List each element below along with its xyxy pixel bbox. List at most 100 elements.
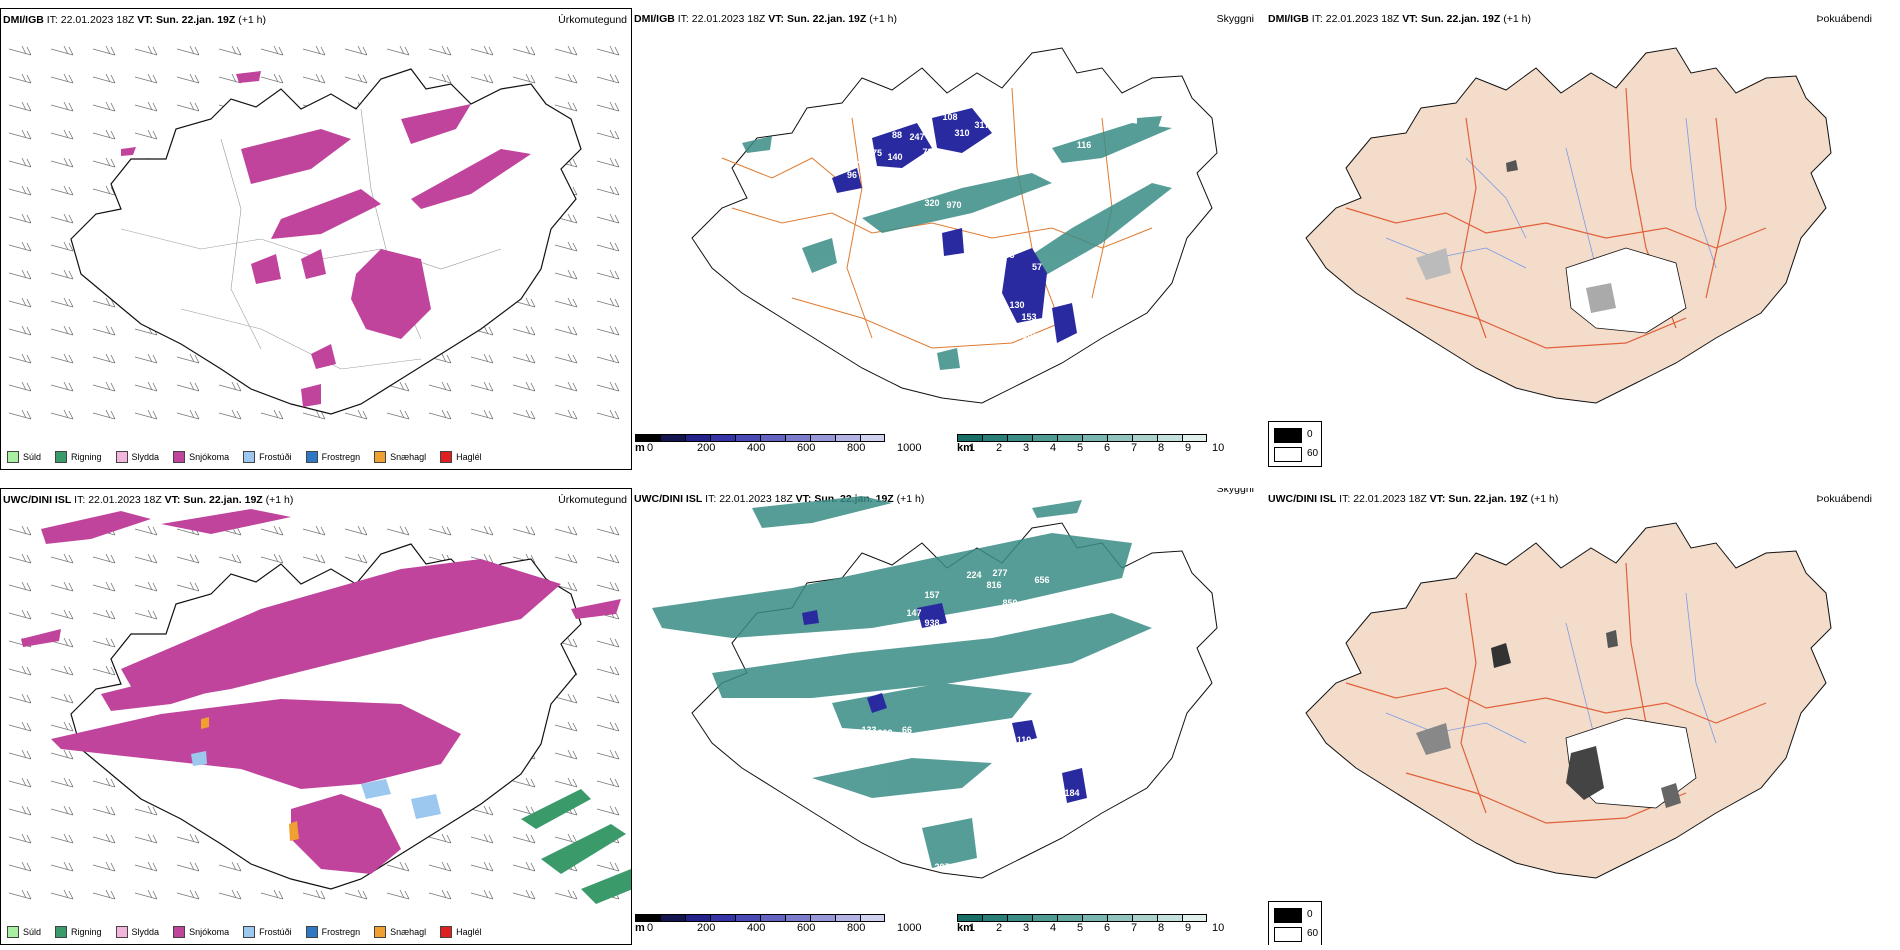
wind-barb <box>596 525 620 536</box>
fog-panel-bottom: UWC/DINI ISL IT: 22.01.2023 18Z VT: Sun.… <box>1266 488 1900 945</box>
colorbar-segment <box>1132 434 1157 442</box>
legend-swatch <box>115 451 128 463</box>
wind-barb <box>596 353 620 364</box>
wind-barb <box>428 525 452 536</box>
snow-pellet-areas <box>201 717 299 841</box>
colorbar-segment <box>785 434 810 442</box>
colorbar-tick: 5 <box>1077 442 1084 454</box>
visibility-value-label: 579 <box>1019 92 1034 102</box>
wind-barb <box>386 861 410 872</box>
wind-barb <box>92 553 116 564</box>
wind-barb <box>512 353 536 364</box>
visibility-value-label: 247 <box>909 132 924 142</box>
colorbar-segment <box>635 914 660 922</box>
wind-barb <box>512 45 536 56</box>
visibility-value-label: 209 <box>1022 332 1037 342</box>
visibility-value-label: 123 <box>1026 752 1041 762</box>
colorbar-tick: 200 <box>697 442 716 454</box>
wind-barb <box>260 553 284 564</box>
legend-item-frostúði: Frostúði <box>243 926 292 938</box>
wind-barb <box>8 129 32 140</box>
panel-title: Skyggni <box>1216 488 1254 495</box>
wind-barb <box>176 861 200 872</box>
wind-barb <box>470 805 494 816</box>
colorbar-tick: 400 <box>747 442 766 454</box>
wind-barb <box>50 749 74 760</box>
wind-barb <box>50 325 74 336</box>
wind-barb <box>8 213 32 224</box>
colorbar-segment <box>835 914 860 922</box>
visibility-value-label: 147 <box>906 608 921 618</box>
visibility-value-label: 411 <box>850 740 865 750</box>
wind-barb <box>554 721 578 732</box>
colorbar-segment <box>1057 914 1082 922</box>
wind-barb <box>92 353 116 364</box>
wind-barb <box>512 73 536 84</box>
wind-barb <box>50 185 74 196</box>
wind-barb <box>218 45 242 56</box>
wind-barb <box>50 129 74 140</box>
colorbar-tick: 2 <box>996 442 1003 454</box>
wind-barb <box>50 409 74 420</box>
colorbar-segment <box>660 434 685 442</box>
wind-barb <box>176 889 200 900</box>
rain-areas <box>521 789 631 904</box>
wind-barb <box>134 581 158 592</box>
colorbar-tick: 0 <box>647 442 654 454</box>
wind-barb <box>50 241 74 252</box>
colorbar-segment <box>1182 434 1207 442</box>
wind-barb <box>92 101 116 112</box>
wind-barb <box>134 805 158 816</box>
wind-barb <box>50 101 74 112</box>
legend-item-haglél: Haglél <box>440 926 482 938</box>
wind-barb <box>50 609 74 620</box>
colorbar-segment <box>760 434 785 442</box>
colorbar-segment <box>1107 914 1132 922</box>
freezing-drizzle-areas <box>191 751 441 819</box>
wind-barb <box>8 353 32 364</box>
wind-barb <box>344 525 368 536</box>
wind-barb <box>92 861 116 872</box>
wind-barb <box>92 581 116 592</box>
wind-barb <box>92 409 116 420</box>
visibility-value-label: 739 <box>922 147 937 157</box>
wind-barb <box>596 581 620 592</box>
wind-barb <box>470 381 494 392</box>
panel-title: Skyggni <box>1216 13 1254 25</box>
legend-item-slydda: Slydda <box>115 451 159 463</box>
iceland-fog-land <box>1305 522 1832 879</box>
wind-barb <box>596 721 620 732</box>
wind-barb <box>554 101 578 112</box>
colorbar-segment <box>1132 914 1157 922</box>
visibility-value-label: 317 <box>1069 335 1084 345</box>
wind-barb <box>512 861 536 872</box>
colorbar-unit: m <box>635 442 645 454</box>
colorbar-tick: 0 <box>647 922 654 934</box>
wind-barb <box>470 525 494 536</box>
wind-barb <box>554 553 578 564</box>
wind-barb <box>386 889 410 900</box>
wind-barb <box>302 553 326 564</box>
wind-barb <box>134 889 158 900</box>
colorbar-tick: 7 <box>1131 442 1138 454</box>
wind-barb <box>50 833 74 844</box>
wind-barb <box>344 553 368 564</box>
colorbar-segment <box>1182 914 1207 922</box>
iceland-outline <box>70 68 582 415</box>
legend-label: Súld <box>23 927 42 937</box>
wind-barb <box>218 381 242 392</box>
wind-barb <box>92 381 116 392</box>
teal-visibility-areas <box>652 496 1152 868</box>
wind-barb <box>512 833 536 844</box>
colorbar-tick: 9 <box>1185 442 1192 454</box>
wind-barb <box>8 45 32 56</box>
colorbar-tick: 6 <box>1104 442 1111 454</box>
wind-barb <box>50 721 74 732</box>
visibility-value-label: 140 <box>887 152 902 162</box>
wind-barb <box>554 73 578 84</box>
visibility-value-label: 763 <box>904 625 919 635</box>
wind-barb <box>596 185 620 196</box>
fog-legend-label-1: 60 <box>1307 928 1319 939</box>
legend-item-frostúði: Frostúði <box>243 451 292 463</box>
